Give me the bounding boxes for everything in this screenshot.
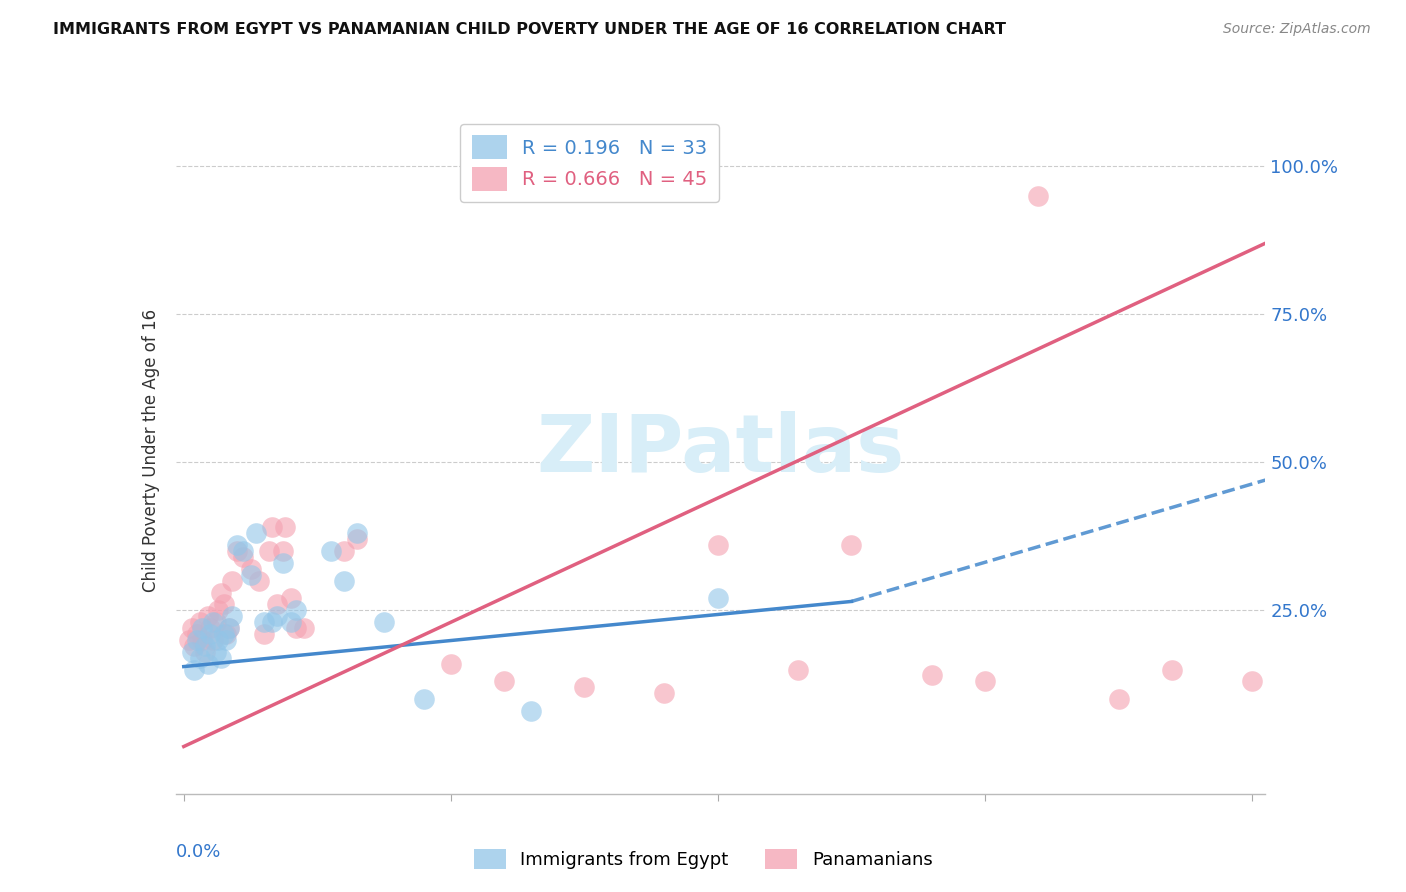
Point (266, 598, 288, 612)
Point (212, 627, 235, 641)
Point (202, 615, 225, 630)
Point (209, 650, 232, 665)
Point (271, 544, 294, 558)
Point (200, 621, 222, 635)
Point (186, 632, 208, 647)
Point (1241, 674, 1264, 689)
Text: 0.0%: 0.0% (176, 843, 221, 862)
Point (221, 609, 243, 624)
Text: ZIPatlas: ZIPatlas (537, 411, 904, 490)
Point (707, 538, 730, 552)
Point (494, 674, 516, 689)
Point (186, 627, 208, 641)
Point (212, 598, 235, 612)
Point (194, 645, 217, 659)
Point (921, 668, 943, 682)
Point (183, 639, 205, 653)
Point (974, 674, 997, 689)
Point (707, 591, 730, 606)
Point (333, 544, 356, 558)
Point (373, 615, 395, 630)
Point (204, 645, 226, 659)
Point (207, 632, 229, 647)
Point (247, 574, 270, 588)
Point (271, 556, 294, 570)
Point (266, 609, 288, 624)
Point (253, 627, 276, 641)
Point (260, 520, 283, 534)
Point (231, 544, 253, 558)
Point (191, 621, 214, 635)
Point (180, 645, 202, 659)
Point (274, 520, 297, 534)
Point (787, 663, 810, 677)
Y-axis label: Child Poverty Under the Age of 16: Child Poverty Under the Age of 16 (142, 309, 160, 592)
Point (260, 615, 283, 630)
Point (191, 632, 214, 647)
Point (226, 538, 249, 552)
Point (180, 621, 202, 635)
Point (1161, 663, 1184, 677)
Legend: R = 0.196   N = 33, R = 0.666   N = 45: R = 0.196 N = 33, R = 0.666 N = 45 (460, 124, 720, 202)
Point (280, 615, 302, 630)
Point (200, 627, 222, 641)
Point (194, 639, 217, 653)
Point (245, 526, 267, 541)
Point (319, 544, 342, 558)
Text: Source: ZipAtlas.com: Source: ZipAtlas.com (1223, 22, 1371, 37)
Legend: Immigrants from Egypt, Panamanians: Immigrants from Egypt, Panamanians (464, 839, 942, 879)
Point (574, 681, 596, 695)
Point (215, 627, 238, 641)
Point (520, 704, 543, 718)
Point (183, 663, 205, 677)
Point (1108, 692, 1130, 706)
Point (284, 621, 307, 635)
Point (207, 603, 229, 617)
Point (202, 632, 225, 647)
Point (841, 538, 863, 552)
Point (218, 621, 240, 635)
Point (215, 632, 238, 647)
Point (440, 657, 463, 671)
Point (188, 615, 211, 630)
Point (346, 533, 368, 547)
Point (239, 567, 262, 582)
Point (654, 686, 676, 700)
Point (257, 544, 280, 558)
Point (197, 657, 219, 671)
Point (177, 632, 200, 647)
Point (1028, 189, 1050, 203)
Point (346, 526, 368, 541)
Point (280, 591, 302, 606)
Point (292, 621, 315, 635)
Point (231, 549, 253, 564)
Point (333, 574, 356, 588)
Point (221, 574, 243, 588)
Point (204, 615, 226, 630)
Point (253, 615, 276, 630)
Point (209, 585, 232, 599)
Point (226, 544, 249, 558)
Text: IMMIGRANTS FROM EGYPT VS PANAMANIAN CHILD POVERTY UNDER THE AGE OF 16 CORRELATIO: IMMIGRANTS FROM EGYPT VS PANAMANIAN CHIL… (53, 22, 1007, 37)
Point (239, 562, 262, 576)
Point (413, 692, 436, 706)
Point (197, 609, 219, 624)
Point (218, 621, 240, 635)
Point (284, 603, 307, 617)
Point (188, 650, 211, 665)
